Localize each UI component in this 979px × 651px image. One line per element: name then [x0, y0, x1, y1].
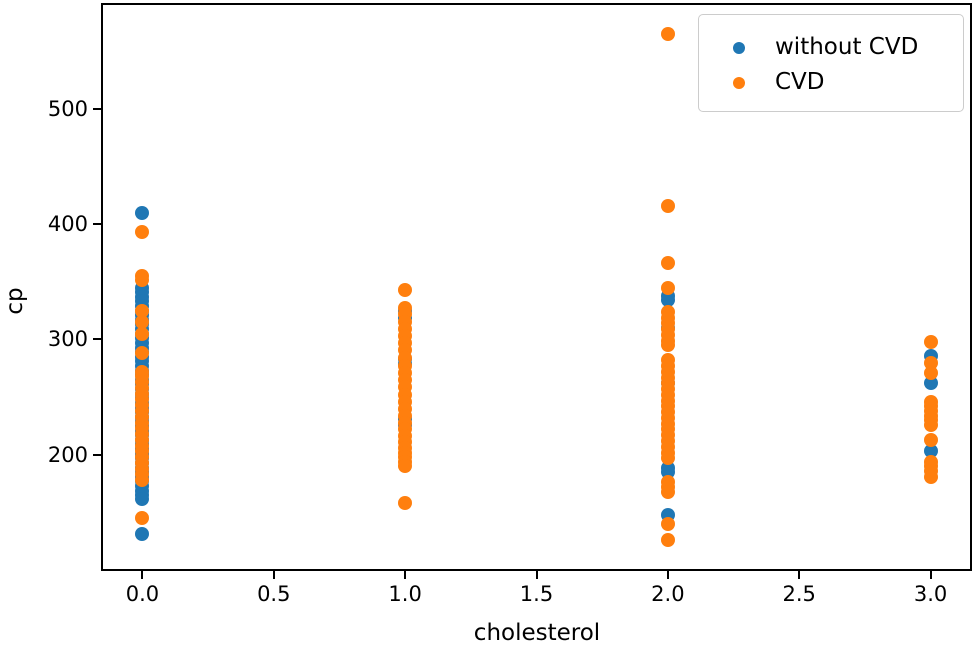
data-point	[923, 365, 938, 380]
legend-item-cvd: CVD	[733, 65, 963, 100]
data-point	[923, 432, 938, 447]
x-tick-label: 2.5	[782, 582, 816, 606]
legend: without CVD CVD	[698, 14, 964, 112]
data-point	[660, 451, 675, 466]
y-tick-mark	[93, 107, 101, 110]
x-tick-label: 3.0	[913, 582, 948, 606]
y-tick-label: 300	[47, 327, 88, 352]
data-point	[923, 376, 938, 391]
x-tick-mark	[535, 571, 538, 579]
data-point	[135, 473, 150, 488]
x-tick-mark	[404, 571, 407, 579]
x-tick-mark	[798, 571, 801, 579]
data-point	[135, 326, 150, 341]
data-point	[135, 225, 150, 240]
data-point	[135, 527, 150, 542]
x-tick-label: 0.0	[125, 582, 160, 606]
y-tick-label: 500	[47, 96, 88, 121]
legend-label: CVD	[775, 69, 825, 95]
x-tick-mark	[929, 571, 932, 579]
data-point	[135, 315, 150, 330]
x-tick-label: 2.0	[651, 582, 685, 606]
x-tick-label: 1.0	[388, 582, 422, 606]
data-point	[135, 303, 150, 318]
data-point	[660, 533, 675, 548]
legend-marker-orange-icon	[733, 76, 745, 89]
legend-marker-blue-icon	[733, 41, 745, 54]
data-point	[135, 205, 150, 220]
y-tick-label: 400	[47, 212, 88, 237]
x-tick-mark	[141, 571, 144, 579]
data-point	[923, 469, 938, 484]
data-point	[135, 272, 150, 287]
y-tick-mark	[93, 453, 101, 456]
legend-item-without-cvd: without CVD	[733, 30, 963, 65]
y-axis-label: cp	[2, 287, 28, 315]
data-point	[398, 496, 413, 511]
data-point	[923, 334, 938, 349]
y-tick-label: 200	[47, 442, 88, 467]
x-tick-label: 1.5	[519, 582, 554, 606]
data-point	[660, 256, 675, 271]
y-tick-mark	[93, 338, 101, 341]
data-point	[660, 293, 675, 308]
x-tick-mark	[666, 571, 669, 579]
data-point	[398, 282, 413, 297]
data-point	[135, 346, 150, 361]
x-axis-label: cholesterol	[473, 620, 601, 646]
y-tick-mark	[93, 223, 101, 226]
data-point	[660, 280, 675, 295]
data-point	[135, 511, 150, 526]
data-point	[923, 417, 938, 432]
data-point	[660, 198, 675, 213]
legend-label: without CVD	[775, 34, 919, 60]
data-point	[660, 517, 675, 532]
data-point	[398, 459, 413, 474]
data-point	[660, 26, 675, 41]
x-tick-label: 0.5	[257, 582, 291, 606]
data-point	[660, 484, 675, 499]
data-point	[135, 491, 150, 506]
x-tick-mark	[272, 571, 275, 579]
data-point	[660, 338, 675, 353]
